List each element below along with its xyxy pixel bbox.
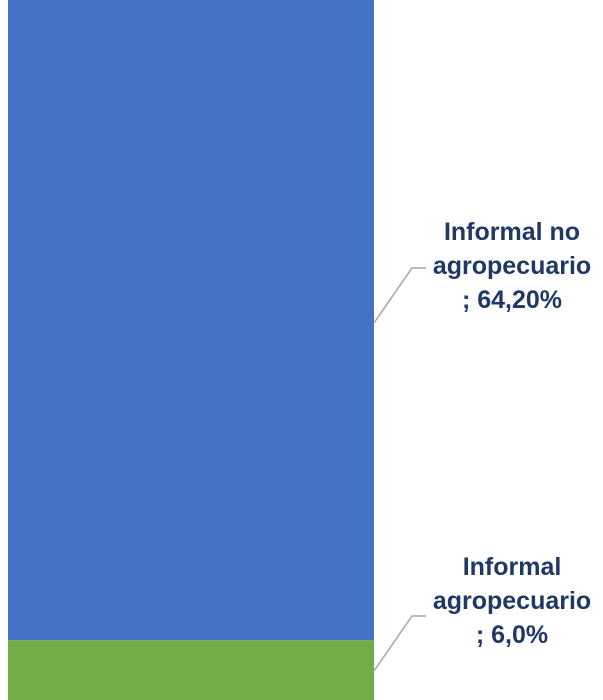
bar-segment-0 [8,640,374,700]
data-label-line: agropecuario [433,252,591,280]
data-label-line: Informal [463,553,562,581]
data-label-line: agropecuario [433,587,591,615]
data-label-0: Informal agropecuario ; 6,0% [433,553,591,649]
data-label-1: Informal no agropecuario ; 64,20% [433,218,591,314]
leader-line-0 [373,615,426,672]
data-label-line: ; 6,0% [476,621,548,649]
data-label-line: ; 64,20% [462,286,562,314]
data-label-line: Informal no [444,218,580,246]
leader-line-1 [373,267,426,324]
bar-segment-1 [8,0,374,641]
